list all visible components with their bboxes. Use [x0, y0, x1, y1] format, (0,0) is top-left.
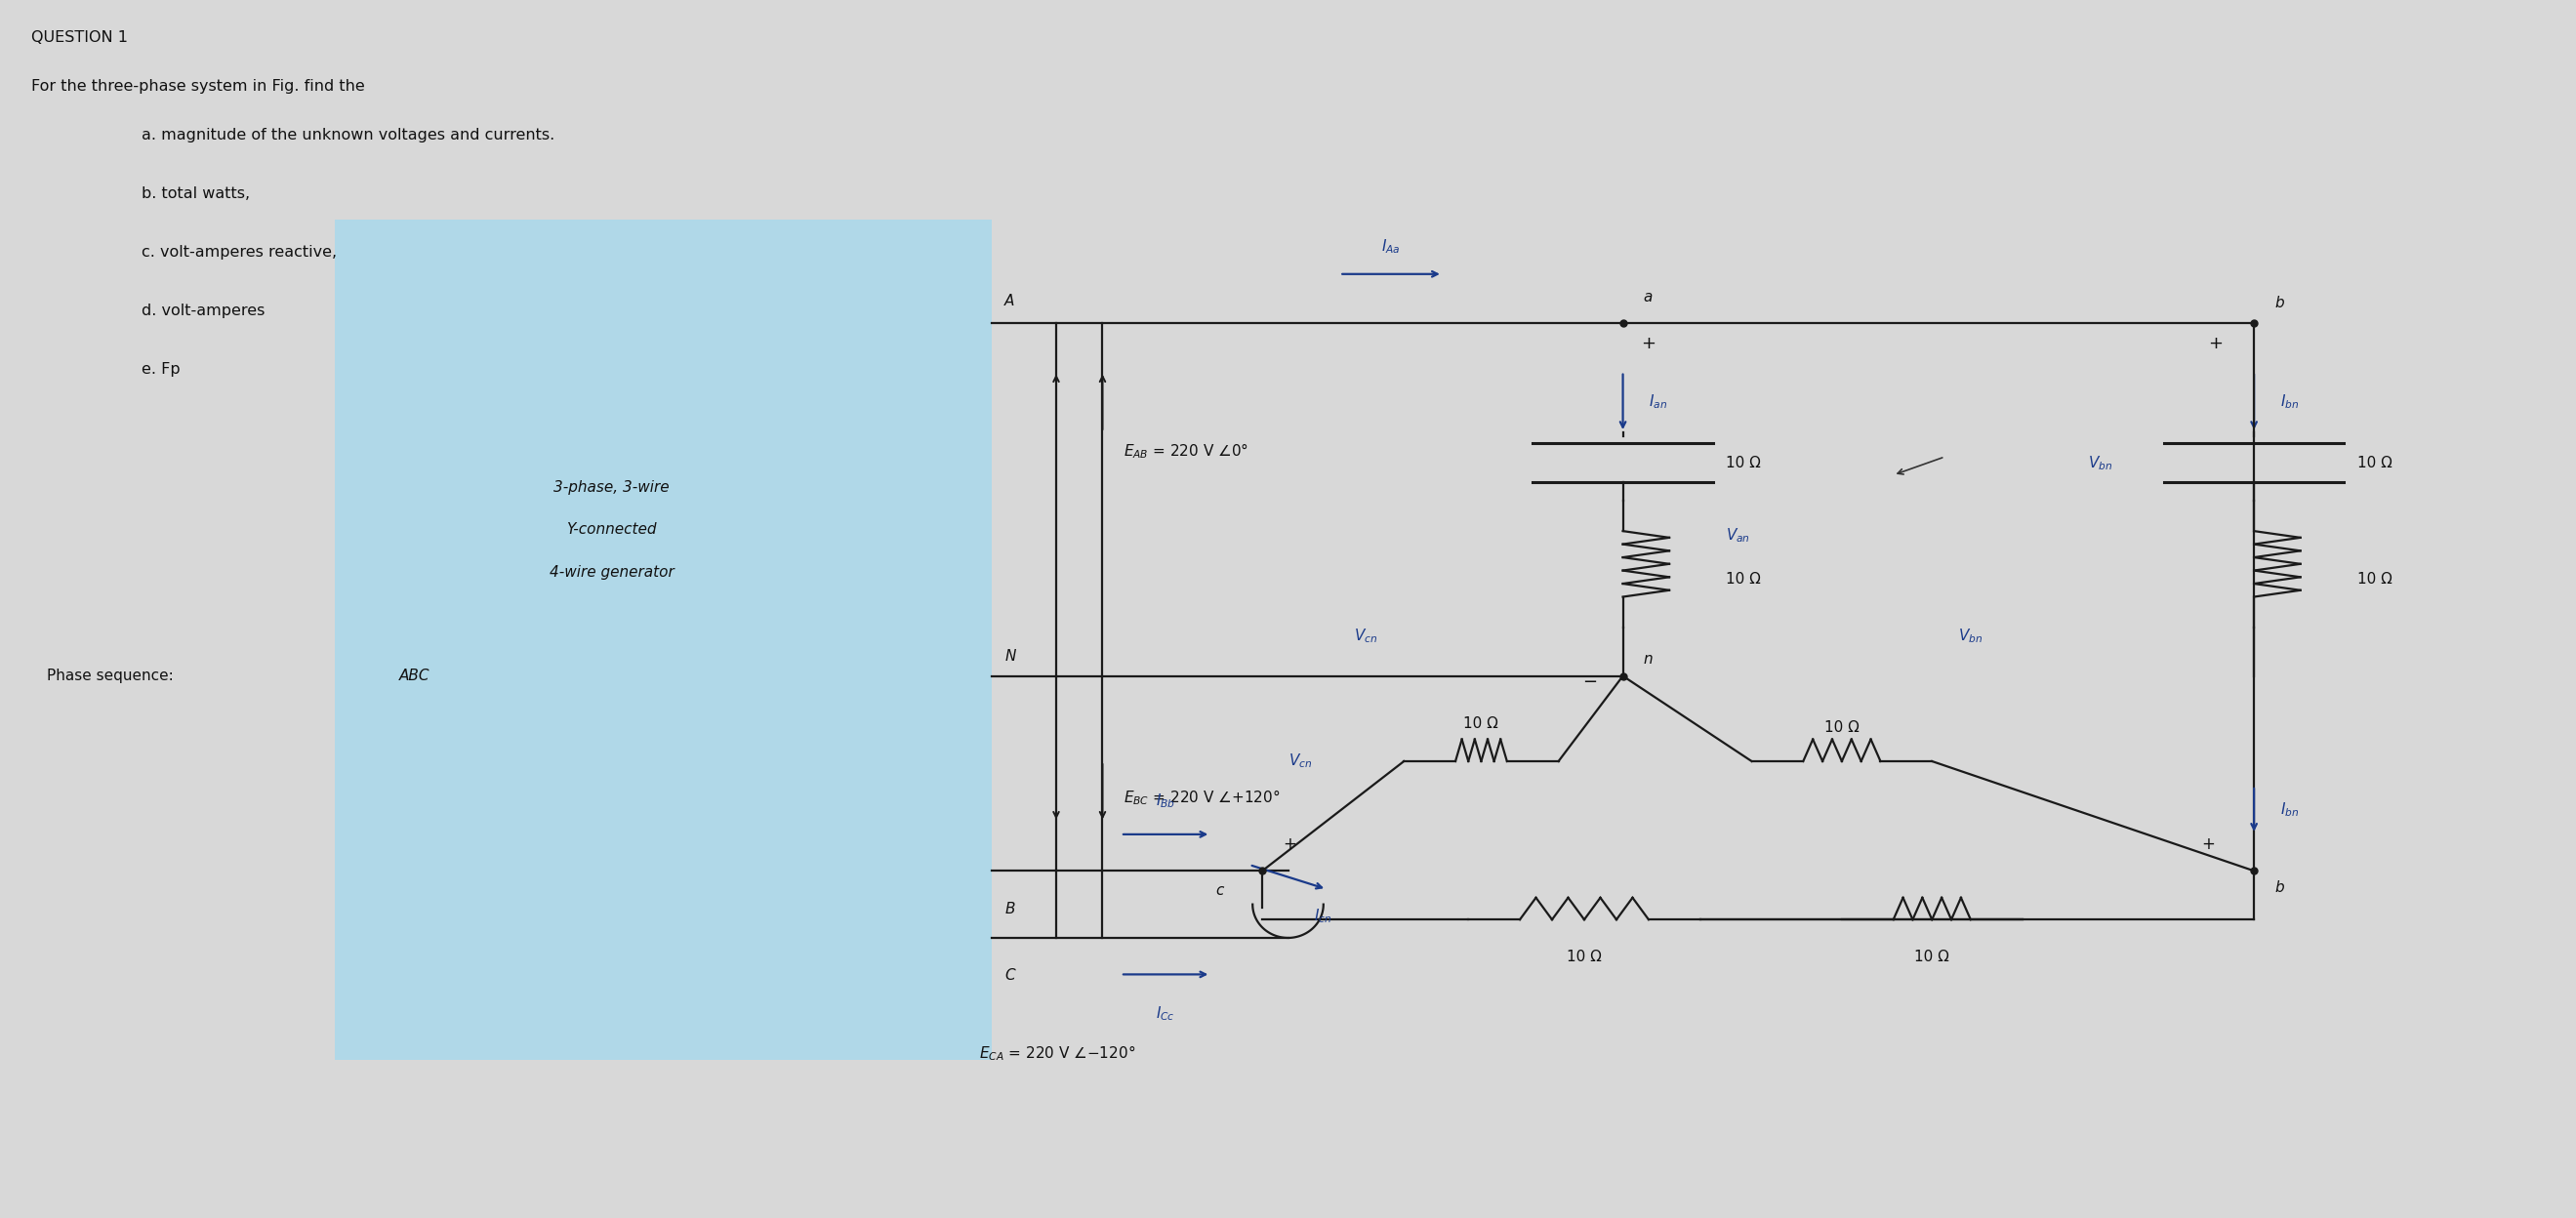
Text: $V_{bn}$: $V_{bn}$ — [2087, 454, 2112, 471]
Text: 10 Ω: 10 Ω — [2357, 456, 2393, 470]
Text: +: + — [1641, 335, 1656, 352]
Text: C: C — [1005, 968, 1015, 983]
Text: c: c — [1216, 883, 1224, 898]
Text: a. magnitude of the unknown voltages and currents.: a. magnitude of the unknown voltages and… — [142, 128, 554, 143]
Text: +: + — [2208, 335, 2223, 352]
Text: 10 Ω: 10 Ω — [1726, 456, 1762, 470]
Text: A: A — [1005, 294, 1015, 308]
Text: $I_{an}$: $I_{an}$ — [1649, 393, 1667, 410]
Text: $I_{bn}$: $I_{bn}$ — [2280, 801, 2298, 818]
Bar — [335, 219, 992, 1060]
Text: b. total watts,: b. total watts, — [142, 186, 250, 201]
Text: B: B — [1005, 901, 1015, 916]
Text: $V_{bn}$: $V_{bn}$ — [1958, 627, 1984, 646]
Text: 10 Ω: 10 Ω — [1726, 571, 1762, 587]
Text: $I_{bn}$: $I_{bn}$ — [2280, 393, 2298, 410]
Text: e. Fp: e. Fp — [142, 362, 180, 376]
Text: QUESTION 1: QUESTION 1 — [31, 30, 129, 45]
Text: d. volt-amperes: d. volt-amperes — [142, 303, 265, 318]
Text: b: b — [2275, 881, 2285, 895]
Text: n: n — [1643, 652, 1654, 666]
Text: $I_{Bb}$: $I_{Bb}$ — [1157, 792, 1175, 810]
Text: $E_{CA}$ = 220 V ∠−120°: $E_{CA}$ = 220 V ∠−120° — [979, 1044, 1136, 1063]
Text: 10 Ω: 10 Ω — [1824, 720, 1860, 734]
Text: For the three-phase system in Fig. find the: For the three-phase system in Fig. find … — [31, 79, 363, 94]
Text: 10 Ω: 10 Ω — [1914, 950, 1950, 965]
Text: $I_{Aa}$: $I_{Aa}$ — [1381, 238, 1401, 256]
Text: −: − — [1582, 674, 1597, 691]
Text: $E_{AB}$ = 220 V ∠0°: $E_{AB}$ = 220 V ∠0° — [1123, 441, 1249, 460]
Text: b: b — [2275, 296, 2285, 311]
Text: Y-connected: Y-connected — [567, 523, 657, 537]
Text: $E_{BC}$ = 220 V ∠+120°: $E_{BC}$ = 220 V ∠+120° — [1123, 788, 1280, 808]
Text: $V_{cn}$: $V_{cn}$ — [1288, 753, 1311, 770]
Text: $I_{cn}$: $I_{cn}$ — [1314, 907, 1332, 926]
Text: $V_{an}$: $V_{an}$ — [1726, 527, 1749, 544]
Text: N: N — [1005, 649, 1015, 664]
Text: a: a — [1643, 290, 1654, 304]
Text: +: + — [1283, 836, 1296, 853]
Text: 4-wire generator: 4-wire generator — [549, 565, 675, 580]
Text: $V_{cn}$: $V_{cn}$ — [1352, 627, 1378, 646]
Text: 10 Ω: 10 Ω — [1463, 716, 1499, 731]
Text: c. volt-amperes reactive,: c. volt-amperes reactive, — [142, 245, 337, 259]
Text: ABC: ABC — [399, 669, 430, 683]
Text: 10 Ω: 10 Ω — [2357, 571, 2393, 587]
Text: $I_{Cc}$: $I_{Cc}$ — [1157, 1005, 1175, 1023]
Text: +: + — [2202, 836, 2215, 853]
Text: 10 Ω: 10 Ω — [1566, 950, 1602, 965]
Text: 3-phase, 3-wire: 3-phase, 3-wire — [554, 480, 670, 495]
Text: Phase sequence:: Phase sequence: — [46, 669, 178, 683]
